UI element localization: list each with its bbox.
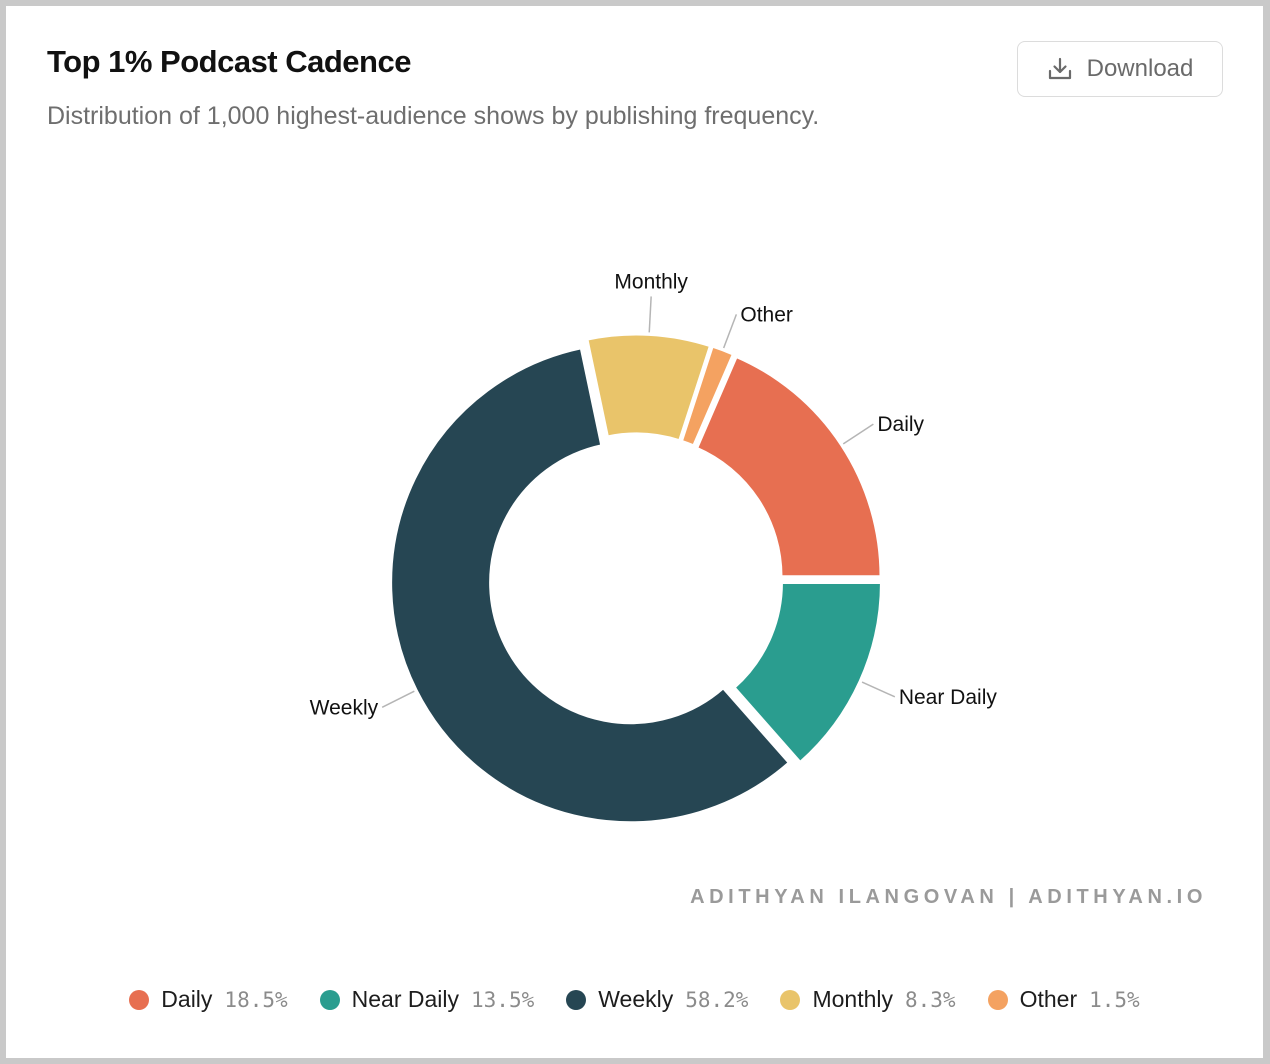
legend-label: Monthly	[812, 986, 893, 1012]
chart-card: Top 1% Podcast Cadence Distribution of 1…	[6, 6, 1263, 1058]
legend-label: Daily	[161, 986, 213, 1012]
slice-daily[interactable]	[694, 354, 883, 579]
legend-label: Weekly	[598, 986, 674, 1012]
leader-line-other	[722, 314, 738, 349]
legend-item-weekly[interactable]: Weekly 58.2%	[566, 986, 748, 1013]
credit-watermark: ADITHYAN ILANGOVAN | ADITHYAN.IO	[690, 886, 1207, 908]
legend-swatch	[566, 989, 587, 1010]
slice-other[interactable]	[679, 344, 736, 448]
slice-monthly[interactable]	[585, 332, 713, 443]
chart-title: Top 1% Podcast Cadence	[47, 44, 411, 79]
download-icon	[1048, 57, 1071, 80]
legend-item-daily[interactable]: Daily 18.5%	[129, 986, 288, 1013]
slice-label-daily: Daily	[877, 413, 924, 436]
legend-item-other[interactable]: Other 1.5%	[987, 986, 1140, 1013]
legend-item-near-daily[interactable]: Near Daily 13.5%	[319, 986, 535, 1013]
legend-label: Near Daily	[351, 986, 460, 1012]
legend-label: Other	[1019, 986, 1078, 1012]
legend-swatch	[129, 989, 150, 1010]
leader-line-near-daily	[861, 681, 896, 698]
download-button[interactable]: Download	[1017, 41, 1223, 97]
slice-weekly[interactable]	[389, 346, 792, 825]
legend-swatch	[987, 989, 1008, 1010]
legend-value: 18.5%	[224, 987, 288, 1012]
chart-subtitle: Distribution of 1,000 highest-audience s…	[47, 102, 820, 130]
legend-value: 1.5%	[1089, 987, 1140, 1012]
slice-label-monthly: Monthly	[614, 270, 688, 293]
slice-label-near-daily: Near Daily	[899, 686, 998, 709]
leader-line-monthly	[648, 296, 652, 333]
chart-legend: Daily 18.5% Near Daily 13.5% Weekly 58.2% Mont…	[6, 986, 1263, 1013]
slice-label-other: Other	[740, 303, 793, 326]
donut-chart: Daily Other Monthly Weekly Near Daily	[310, 270, 998, 825]
legend-swatch	[319, 989, 340, 1010]
legend-value: 58.2%	[685, 987, 749, 1012]
legend-item-monthly[interactable]: Monthly 8.3%	[780, 986, 956, 1013]
slice-near-daily[interactable]	[731, 580, 883, 765]
legend-value: 8.3%	[905, 987, 956, 1012]
leader-line-daily	[842, 423, 874, 445]
leader-line-weekly	[381, 690, 415, 709]
legend-value: 13.5%	[471, 987, 535, 1012]
legend-swatch	[780, 989, 801, 1010]
download-button-label: Download	[1086, 55, 1194, 82]
slice-label-weekly: Weekly	[310, 696, 379, 719]
